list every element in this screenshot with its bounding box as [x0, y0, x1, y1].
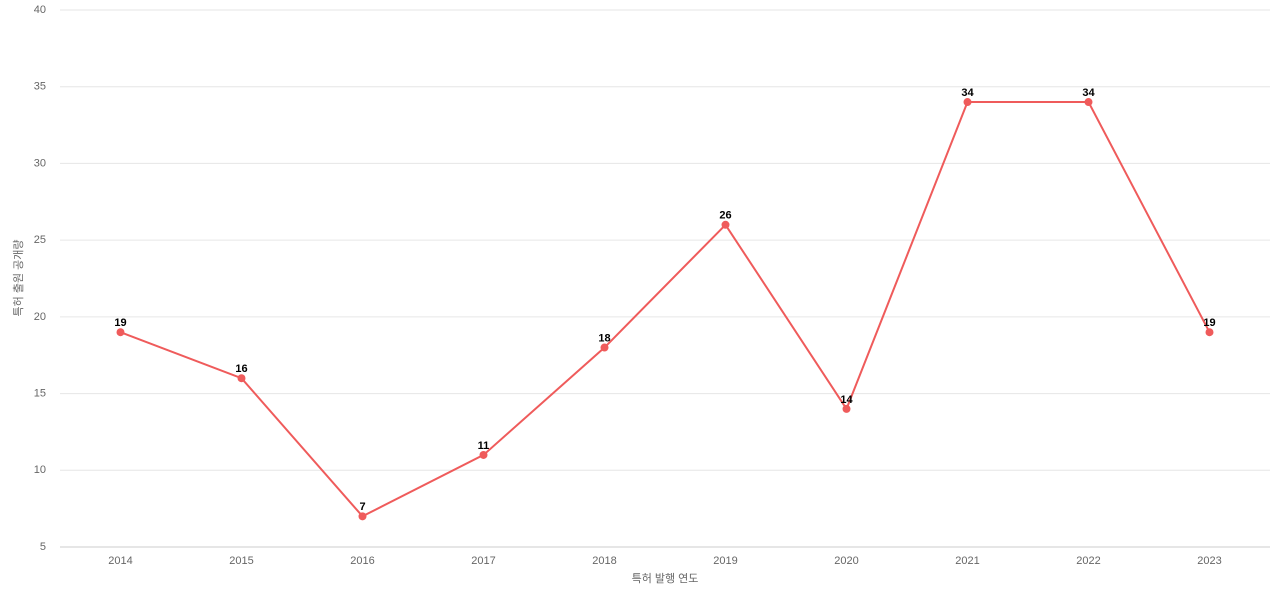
x-tick-label: 2018: [592, 555, 616, 567]
data-label: 34: [1082, 87, 1095, 99]
data-label: 34: [961, 87, 974, 99]
data-label: 19: [114, 317, 126, 329]
y-tick-label: 5: [40, 541, 46, 553]
y-axis-title: 특허 출원 공개량: [12, 240, 25, 317]
data-label: 26: [719, 210, 731, 222]
point: [116, 328, 125, 337]
y-tick-label: 20: [34, 311, 46, 323]
y-tick-label: 10: [34, 464, 46, 476]
y-tick-label: 40: [34, 4, 46, 16]
x-tick-label: 2020: [834, 555, 858, 567]
x-tick-label: 2015: [229, 555, 253, 567]
x-tick-label: 2019: [713, 555, 737, 567]
x-axis-title: 특허 발행 연도: [632, 572, 699, 585]
point: [237, 374, 246, 383]
point: [600, 343, 609, 352]
point: [358, 512, 367, 521]
y-tick-label: 25: [34, 234, 46, 246]
point: [963, 98, 972, 107]
x-tick-label: 2021: [955, 555, 979, 567]
point: [1205, 328, 1214, 337]
x-tick-label: 2016: [350, 555, 374, 567]
data-label: 7: [359, 501, 365, 513]
point: [721, 220, 730, 229]
data-label: 14: [840, 394, 853, 406]
y-tick-label: 15: [34, 387, 46, 399]
data-label: 11: [478, 440, 490, 452]
point: [1084, 98, 1093, 107]
data-label: 19: [1203, 317, 1215, 329]
data-label: 18: [598, 332, 610, 344]
x-tick-label: 2022: [1076, 555, 1100, 567]
point: [479, 450, 488, 459]
data-label: 16: [235, 363, 247, 375]
y-tick-label: 30: [34, 157, 46, 169]
x-tick-label: 2014: [108, 555, 132, 567]
y-tick-label: 35: [34, 81, 46, 93]
x-tick-label: 2017: [471, 555, 495, 567]
point: [842, 404, 851, 413]
line: [120, 101, 1211, 518]
x-tick-label: 2023: [1197, 555, 1221, 567]
